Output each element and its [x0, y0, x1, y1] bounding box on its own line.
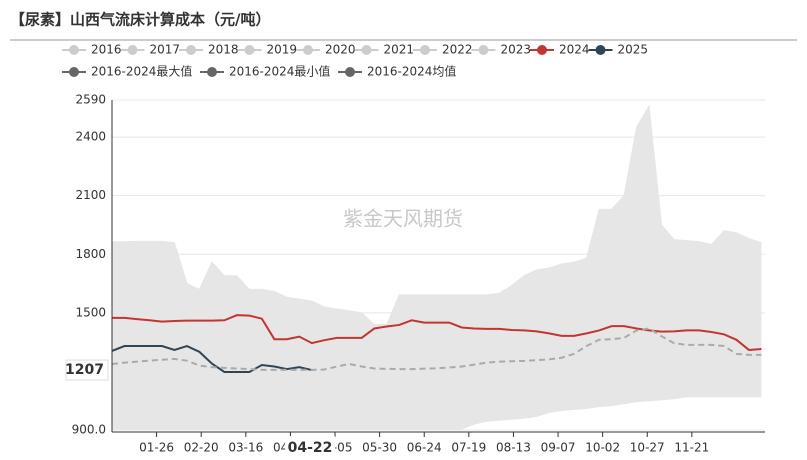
legend-item[interactable]: 2022 — [413, 43, 473, 57]
x-tick-label: 10-27 — [630, 441, 665, 455]
x-tick-label: 02-20 — [184, 441, 219, 455]
legend-label: 2016-2024最小值 — [229, 64, 330, 79]
legend-marker — [244, 45, 255, 55]
legend-item[interactable]: 2018 — [179, 43, 239, 57]
y-tick-label: 1800 — [75, 247, 106, 261]
legend-item[interactable]: 2016-2024最小值 — [200, 64, 330, 79]
legend-item[interactable]: 2017 — [120, 43, 181, 57]
legend-marker — [69, 45, 79, 55]
legend-marker — [361, 45, 372, 55]
legend-marker — [478, 45, 489, 55]
legend-marker — [127, 45, 138, 55]
range-area — [112, 105, 762, 430]
legend-marker — [207, 67, 217, 77]
legend-marker — [537, 45, 547, 55]
legend-marker — [345, 67, 355, 77]
legend-label: 2016-2024最大值 — [91, 64, 192, 79]
legend-marker — [595, 45, 606, 55]
x-tick-label: 07-19 — [451, 441, 486, 455]
y-tick-label: 2590 — [75, 93, 106, 107]
x-tick-label: 11-21 — [674, 441, 709, 455]
legend-item[interactable]: 2019 — [237, 43, 298, 57]
x-tick-label: 10-02 — [585, 441, 620, 455]
legend-item[interactable]: 2025 — [588, 43, 649, 57]
legend-item[interactable]: 2023 — [471, 43, 532, 57]
series-line — [111, 327, 762, 371]
x-tick-label: 03-16 — [228, 441, 263, 455]
legend-label: 2024 — [559, 43, 590, 57]
legend-label: 2025 — [618, 43, 649, 57]
y-tick-label: 2400 — [75, 130, 106, 144]
crosshair-y-label: 1207 — [65, 362, 104, 378]
x-tick-label: 08-13 — [496, 441, 531, 455]
crosshair-x-label: 04-22 — [288, 440, 333, 456]
legend-label: 2019 — [267, 43, 298, 57]
legend-marker — [186, 45, 196, 55]
range-edge — [112, 104, 762, 326]
legend-marker — [420, 45, 430, 55]
legend-label: 2016-2024均值 — [367, 64, 456, 79]
x-tick-label: 06-24 — [407, 441, 442, 455]
legend-label: 2021 — [384, 43, 415, 57]
legend-item[interactable]: 2024 — [530, 43, 590, 57]
crosshair-y-box — [65, 359, 109, 381]
legend-marker — [69, 67, 79, 77]
legend-label: 2020 — [325, 43, 356, 57]
y-tick-label: 2100 — [75, 188, 106, 202]
legend-label: 2018 — [208, 43, 239, 57]
series-line — [111, 344, 313, 374]
x-tick-label: 05-30 — [362, 441, 397, 455]
legend-label: 2023 — [501, 43, 532, 57]
crosshair-x-box — [285, 436, 336, 458]
y-tick-label: 900.0 — [72, 423, 106, 437]
legend-item[interactable]: 2016 — [62, 43, 122, 57]
y-tick-label: 1500 — [75, 305, 106, 319]
x-tick-label: 01-26 — [139, 441, 174, 455]
legend-label: 2022 — [442, 43, 473, 57]
legend-item[interactable]: 2016-2024均值 — [338, 64, 456, 79]
range-edge — [112, 396, 762, 430]
legend-item[interactable]: 2021 — [354, 43, 415, 57]
watermark: 紫金天风期货 — [343, 207, 463, 231]
legend-item[interactable]: 2016-2024最大值 — [62, 64, 192, 79]
legend-item[interactable]: 2020 — [296, 43, 356, 57]
legend-label: 2017 — [150, 43, 181, 57]
legend-marker — [303, 45, 313, 55]
chart-title: 【尿素】山西气流床计算成本（元/吨） — [10, 11, 270, 29]
x-tick-label: 09-07 — [541, 441, 576, 455]
legend-label: 2016 — [91, 43, 122, 57]
